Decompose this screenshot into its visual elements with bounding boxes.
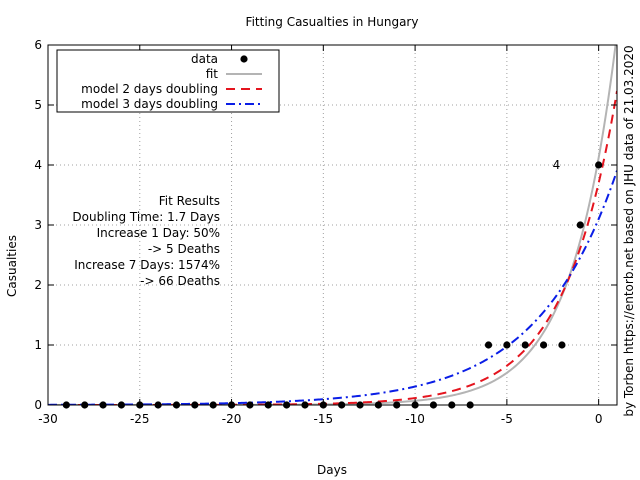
x-tick-label: -25 — [130, 412, 150, 426]
y-tick-label: 0 — [34, 398, 42, 412]
fit-results-line: -> 5 Deaths — [148, 242, 220, 256]
y-axis-label: Casualties — [5, 235, 19, 297]
annotations: 4 Fit Results Doubling Time: 1.7 Days Incre… — [72, 158, 560, 288]
x-axis-label: Days — [317, 463, 347, 477]
chart-title: Fitting Casualties in Hungary — [246, 15, 419, 29]
data-point — [503, 341, 511, 349]
x-tick-label: -15 — [314, 412, 334, 426]
right-credit-label: by Torben https://entorb.net based on JH… — [622, 45, 636, 416]
data-point — [539, 341, 548, 349]
curve-model-3-days-doubling — [48, 170, 617, 405]
x-tick-label: -30 — [38, 412, 58, 426]
legend-label: data — [191, 52, 218, 66]
x-tick-label: -10 — [405, 412, 425, 426]
y-tick-label: 4 — [34, 158, 42, 172]
y-tick-label: 3 — [34, 218, 42, 232]
y-tick-label: 6 — [34, 38, 42, 52]
legend-label: model 3 days doubling — [81, 97, 218, 111]
fit-results-line: Fit Results — [159, 194, 220, 208]
data-point — [576, 221, 584, 229]
data-point — [521, 341, 529, 349]
x-tick-label: -20 — [222, 412, 242, 426]
point-value-label: 4 — [553, 158, 561, 172]
fit-results-line: -> 66 Deaths — [140, 274, 220, 288]
y-tick-label: 5 — [34, 98, 42, 112]
legend-marker — [240, 55, 248, 63]
data-point — [595, 161, 603, 169]
data-point — [558, 341, 566, 349]
axis-ticks: -30 -25 -20 -15 -10 -5 0 0 1 2 3 4 5 6 — [34, 38, 617, 426]
legend-label: model 2 days doubling — [81, 82, 218, 96]
data-point — [484, 341, 493, 349]
y-tick-label: 1 — [34, 338, 42, 352]
fit-results-line: Doubling Time: 1.7 Days — [72, 210, 220, 224]
y-tick-label: 2 — [34, 278, 42, 292]
fit-results-line: Increase 7 Days: 1574% — [74, 258, 220, 272]
x-tick-label: 0 — [595, 412, 603, 426]
curve-model-2-days-doubling — [48, 90, 617, 405]
legend-label: fit — [206, 67, 219, 81]
data-points — [62, 161, 603, 409]
fit-results-line: Increase 1 Day: 50% — [97, 226, 220, 240]
x-tick-label: -5 — [501, 412, 513, 426]
